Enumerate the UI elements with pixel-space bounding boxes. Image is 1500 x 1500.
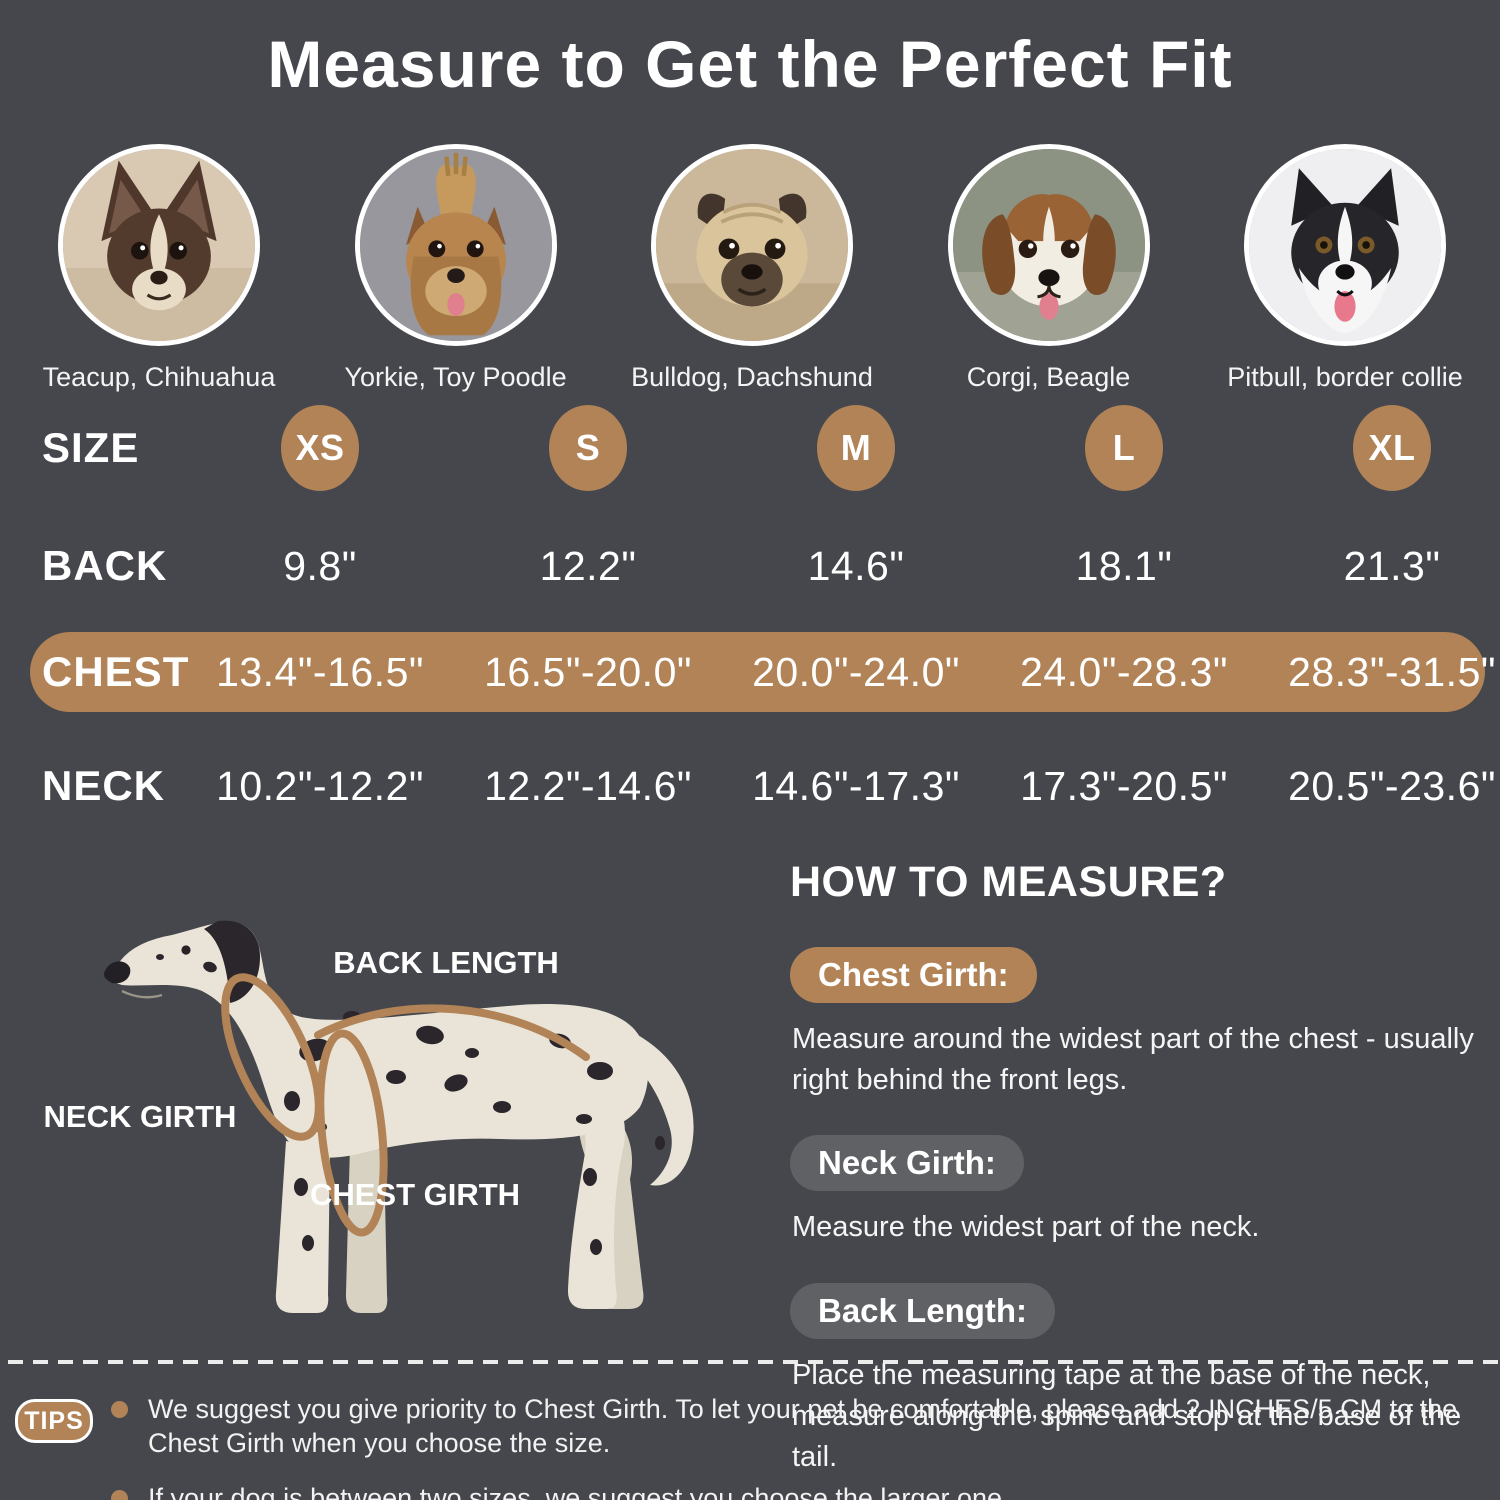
dog-mouth [121, 989, 163, 999]
chest-girth-loop [316, 1029, 388, 1237]
measure-item-back-length: Back Length: Place the measuring tape at… [790, 1282, 1490, 1479]
bullet-icon [111, 1401, 128, 1418]
chest-value: 24.0"-28.3" [1020, 648, 1228, 695]
measurement-marks [221, 973, 590, 1237]
chest-value: 13.4"-16.5" [216, 648, 424, 695]
tip-item: If your dog is between two sizes, we sug… [111, 1482, 1485, 1500]
neck-girth-loop [221, 973, 323, 1141]
back-value: 14.6" [807, 542, 905, 589]
table-row-back: BACK 9.8" 12.2" 14.6" 18.1" 21.3" [30, 528, 1500, 604]
row-header-chest: CHEST [42, 648, 190, 695]
back-length-label: BACK LENGTH [333, 945, 559, 980]
chest-girth-pill: Chest Girth: [790, 947, 1037, 1003]
dog-photo-yorkie [354, 144, 557, 346]
breed-photo-row: Teacup, Chihuahua [43, 144, 1463, 393]
breed-column-yorkie: Yorkie, Toy Poodle [344, 144, 567, 393]
chest-girth-label: CHEST GIRTH [310, 1177, 520, 1212]
neck-girth-description: Measure the widest part of the neck. [792, 1211, 1260, 1244]
back-length-description: Place the measuring tape at the base of … [792, 1358, 1462, 1473]
table-row-chest: CHEST 13.4"-16.5" 16.5"-20.0" 20.0"-24.0… [30, 632, 1500, 712]
size-badge-s: S [549, 405, 627, 491]
breed-label: Pitbull, border collie [1227, 362, 1463, 392]
pug-illustration [656, 149, 848, 341]
how-to-measure-title: HOW TO MEASURE? [790, 858, 1227, 906]
breed-label: Corgi, Beagle [966, 362, 1131, 392]
row-header-back: BACK [42, 542, 168, 589]
chest-row-highlight-band [30, 632, 1485, 712]
neck-value: 17.3"-20.5" [1020, 762, 1228, 809]
neck-girth-pill: Neck Girth: [790, 1135, 1024, 1192]
tips-section: TIPS We suggest you give priority to Che… [15, 1393, 1485, 1500]
breed-column-beagle: Corgi, Beagle [946, 144, 1152, 393]
dog-photo-border-collie [1244, 144, 1446, 346]
chest-value: 16.5"-20.0" [484, 648, 692, 695]
back-value: 18.1" [1075, 542, 1173, 589]
beagle-illustration [952, 149, 1145, 341]
border-collie-illustration [1249, 149, 1441, 341]
back-length-arc [314, 1004, 590, 1061]
row-header-neck: NECK [42, 762, 166, 809]
neck-value: 10.2"-12.2" [216, 762, 424, 809]
tip-text: If your dog is between two sizes, we sug… [148, 1482, 1010, 1500]
neck-girth-label: NECK GIRTH [44, 1099, 237, 1134]
dog-photo-chihuahua [58, 144, 260, 346]
chest-value: 28.3"-31.5" [1288, 648, 1496, 695]
neck-value: 20.5"-23.6" [1288, 762, 1496, 809]
size-badge-m: M [817, 405, 895, 491]
size-badge-xs: XS [281, 405, 359, 491]
dashed-divider [8, 1360, 1500, 1364]
row-header-size: SIZE [42, 424, 140, 471]
breed-column-chihuahua: Teacup, Chihuahua [43, 144, 275, 393]
tips-badge: TIPS [15, 1399, 93, 1443]
measuring-diagram: BACK LENGTH NECK GIRTH CHEST GIRTH [44, 920, 694, 1313]
breed-column-collie: Pitbull, border collie [1227, 144, 1463, 393]
size-badge-l: L [1085, 405, 1163, 491]
back-value: 21.3" [1343, 542, 1441, 589]
dog-tail [612, 1029, 694, 1186]
dog-photo-pug [651, 144, 853, 346]
tip-text: We suggest you give priority to Chest Gi… [148, 1394, 1458, 1458]
back-value: 12.2" [539, 542, 637, 589]
bullet-icon [111, 1489, 128, 1500]
back-value: 9.8" [283, 542, 357, 589]
dog-nose [104, 961, 131, 984]
neck-value: 12.2"-14.6" [484, 762, 692, 809]
how-to-measure-section: HOW TO MEASURE? Chest Girth: Measure aro… [790, 858, 1490, 1500]
yorkie-illustration [359, 149, 552, 341]
measure-item-neck-girth: Neck Girth: Measure the widest part of t… [790, 1135, 1490, 1248]
measure-item-chest-girth: Chest Girth: Measure around the widest p… [790, 947, 1490, 1101]
chest-girth-description: Measure around the widest part of the ch… [792, 1023, 1474, 1097]
tip-item: We suggest you give priority to Chest Gi… [111, 1393, 1485, 1461]
breed-label: Yorkie, Toy Poodle [344, 362, 567, 392]
table-row-size: SIZE XS S M L XL [30, 404, 1500, 492]
dog-ear [204, 920, 260, 1003]
table-row-neck: NECK 10.2"-12.2" 12.2"-14.6" 14.6"-17.3"… [30, 746, 1500, 826]
breed-label: Teacup, Chihuahua [42, 362, 276, 392]
size-badge-xl: XL [1353, 405, 1431, 491]
breed-label: Bulldog, Dachshund [631, 362, 873, 392]
breed-column-pug: Bulldog, Dachshund [631, 144, 873, 393]
chest-value: 20.0"-24.0" [752, 648, 960, 695]
dog-eye [181, 945, 191, 955]
page-title: Measure to Get the Perfect Fit [267, 27, 1233, 101]
neck-value: 14.6"-17.3" [752, 762, 960, 809]
back-length-pill: Back Length: [790, 1282, 1056, 1339]
chihuahua-illustration [63, 149, 255, 341]
dog-front-leg [275, 1141, 330, 1313]
dog-photo-beagle [947, 144, 1150, 346]
